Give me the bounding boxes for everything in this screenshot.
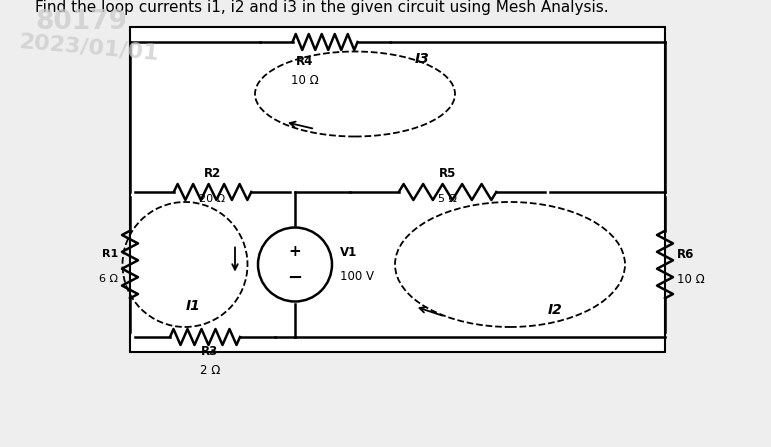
- Text: 2023/01/01: 2023/01/01: [18, 32, 160, 64]
- Text: I3: I3: [415, 52, 429, 66]
- Bar: [130, 27, 665, 352]
- Text: R4: R4: [296, 55, 314, 68]
- Text: 10 Ω: 10 Ω: [291, 74, 319, 87]
- Text: I1: I1: [186, 299, 200, 313]
- Text: 10 Ω: 10 Ω: [677, 273, 705, 286]
- Text: 5 Ω: 5 Ω: [438, 194, 457, 204]
- Text: R5: R5: [439, 167, 456, 180]
- Text: R3: R3: [201, 345, 219, 358]
- Text: 2 Ω: 2 Ω: [200, 364, 221, 377]
- Text: V1: V1: [340, 246, 357, 259]
- Text: 6 Ω: 6 Ω: [99, 274, 118, 284]
- Text: R1: R1: [102, 249, 118, 260]
- Text: 100 V: 100 V: [340, 270, 374, 283]
- Text: R6: R6: [677, 248, 695, 261]
- Text: 80179: 80179: [35, 9, 127, 35]
- Text: R2: R2: [204, 167, 221, 180]
- Text: I2: I2: [547, 303, 562, 316]
- Text: Find the loop currents i1, i2 and i3 in the given circuit using Mesh Analysis.: Find the loop currents i1, i2 and i3 in …: [35, 0, 608, 15]
- Text: 20 Ω: 20 Ω: [200, 194, 226, 204]
- Text: +: +: [288, 244, 301, 259]
- Text: −: −: [288, 269, 302, 287]
